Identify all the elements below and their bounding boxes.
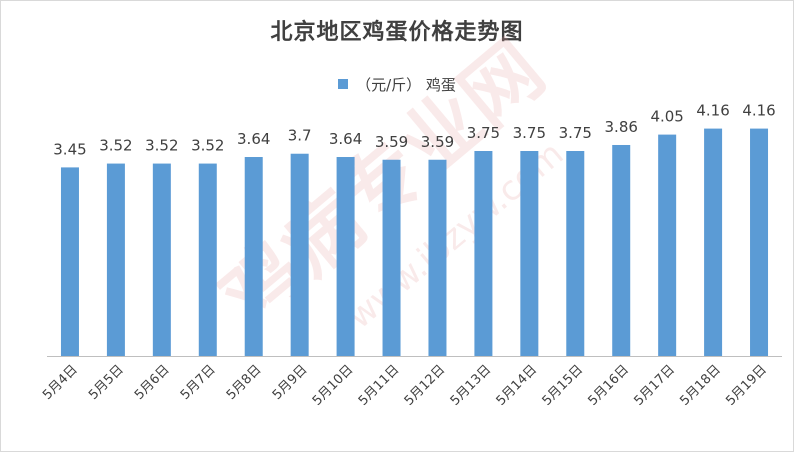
- bar-5月9日: [290, 153, 309, 356]
- bar-5月12日: [428, 159, 447, 356]
- legend-label: （元/斤） 鸡蛋: [356, 76, 456, 94]
- x-tick-label: 5月6日: [132, 362, 173, 403]
- x-tick-label: 5月17日: [631, 362, 678, 409]
- x-tick-label: 5月15日: [540, 362, 587, 409]
- bar-5月17日: [658, 134, 677, 356]
- data-label: 3.86: [605, 118, 638, 136]
- bar-5月8日: [244, 157, 263, 356]
- bar-5月10日: [336, 157, 355, 356]
- data-label: 3.52: [99, 137, 132, 155]
- legend-swatch: [338, 79, 349, 89]
- bar-5月6日: [152, 163, 171, 356]
- data-label: 3.64: [237, 130, 270, 148]
- x-tick-label: 5月14日: [494, 362, 541, 409]
- data-label: 3.64: [329, 130, 362, 148]
- bar-5月13日: [474, 151, 493, 356]
- data-label: 3.52: [191, 137, 224, 155]
- bar-5月19日: [750, 128, 769, 356]
- bar-5月4日: [60, 167, 79, 356]
- data-label: 3.45: [53, 140, 86, 158]
- x-tick-label: 5月5日: [86, 362, 127, 403]
- data-label: 3.59: [375, 133, 408, 151]
- x-tick-label: 5月4日: [40, 362, 81, 403]
- bar-5月5日: [106, 163, 125, 356]
- data-label: 3.59: [421, 133, 454, 151]
- x-tick-label: 5月9日: [270, 362, 311, 403]
- bar-5月11日: [382, 159, 401, 356]
- bar-5月16日: [612, 144, 631, 356]
- x-tick-label: 5月8日: [224, 362, 265, 403]
- bar-5月14日: [520, 151, 539, 356]
- x-tick-label: 5月19日: [723, 362, 770, 409]
- bar-5月7日: [198, 163, 217, 356]
- x-tick-label: 5月7日: [178, 362, 219, 403]
- data-label: 4.05: [650, 108, 683, 126]
- chart-title: 北京地区鸡蛋价格走势图: [270, 20, 524, 45]
- data-label: 4.16: [742, 102, 775, 120]
- x-tick-label: 5月11日: [356, 362, 403, 409]
- x-tick-label: 5月12日: [402, 362, 449, 409]
- x-tick-label: 5月16日: [586, 362, 633, 409]
- data-label: 3.75: [559, 124, 592, 142]
- bar-5月18日: [704, 128, 723, 356]
- chart-legend: （元/斤） 鸡蛋: [0, 74, 794, 95]
- x-tick-label: 5月13日: [448, 362, 495, 409]
- x-tick-label: 5月10日: [310, 362, 357, 409]
- bar-5月15日: [566, 151, 585, 356]
- data-label: 3.75: [513, 124, 546, 142]
- data-label: 3.75: [467, 124, 500, 142]
- x-tick-label: 5月18日: [677, 362, 724, 409]
- data-label: 4.16: [696, 102, 729, 120]
- data-label: 3.52: [145, 137, 178, 155]
- data-label: 3.7: [288, 127, 312, 145]
